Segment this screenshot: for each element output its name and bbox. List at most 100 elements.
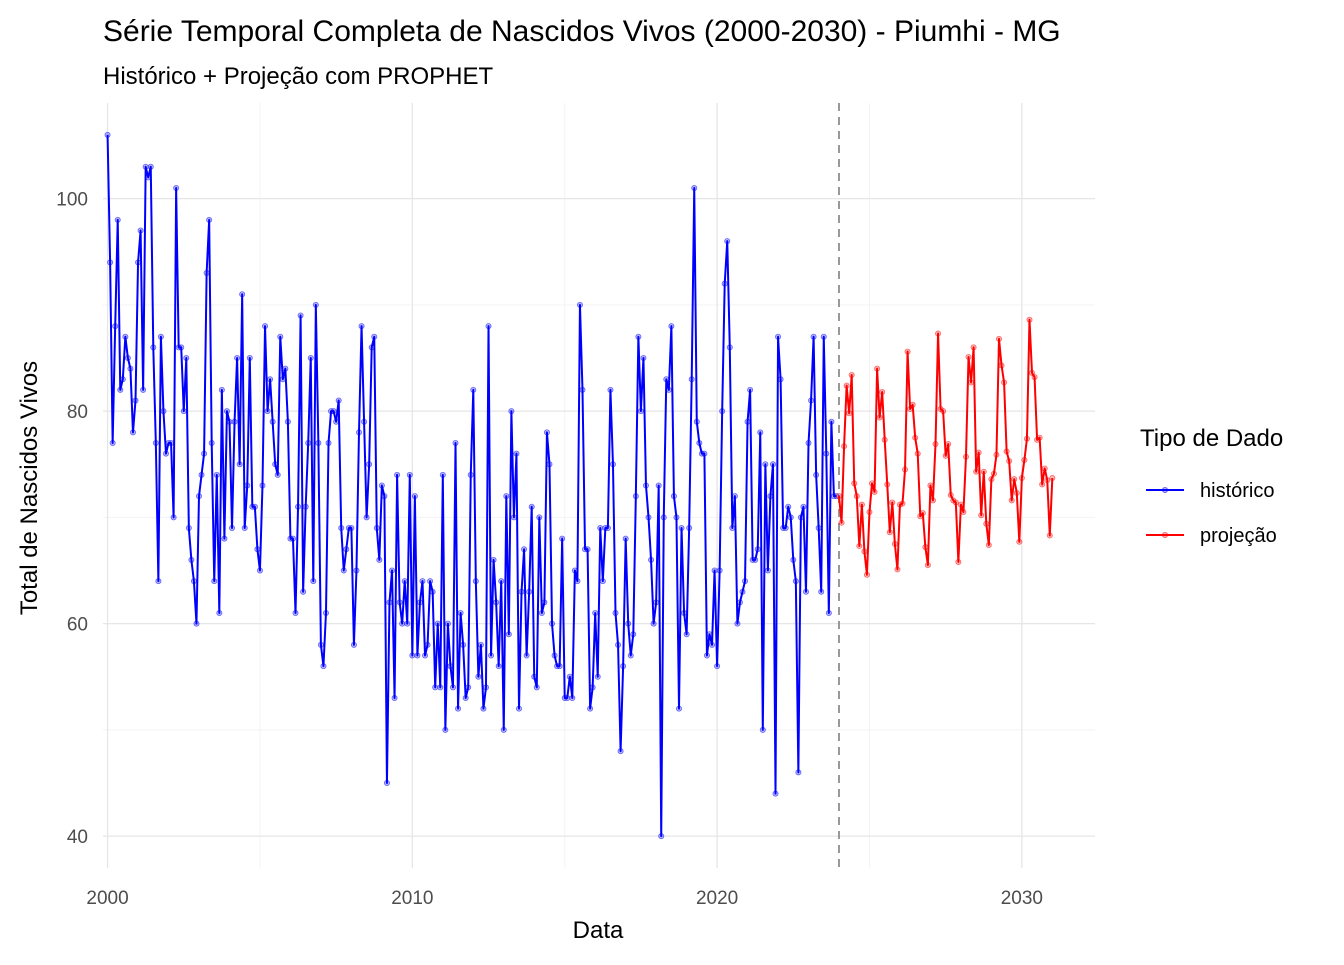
data-point bbox=[117, 386, 124, 393]
data-point bbox=[168, 439, 175, 446]
data-point bbox=[477, 641, 484, 648]
data-point bbox=[622, 535, 629, 542]
data-point bbox=[343, 546, 350, 553]
data-point bbox=[559, 535, 566, 542]
data-point bbox=[300, 588, 307, 595]
data-point bbox=[879, 388, 886, 395]
data-point bbox=[213, 471, 220, 478]
data-point bbox=[312, 301, 319, 308]
data-point bbox=[1023, 435, 1030, 442]
data-point bbox=[927, 482, 934, 489]
data-point bbox=[825, 610, 832, 617]
data-point bbox=[330, 408, 337, 415]
data-point bbox=[1016, 538, 1023, 545]
data-point bbox=[297, 312, 304, 319]
data-point bbox=[460, 641, 467, 648]
data-point bbox=[157, 333, 164, 340]
data-point bbox=[470, 386, 477, 393]
data-point bbox=[693, 418, 700, 425]
data-point bbox=[620, 663, 627, 670]
data-point bbox=[1044, 477, 1051, 484]
data-point bbox=[678, 525, 685, 532]
data-point bbox=[218, 386, 225, 393]
data-point bbox=[640, 354, 647, 361]
data-point bbox=[1011, 476, 1018, 483]
data-point bbox=[282, 365, 289, 372]
data-point bbox=[907, 405, 914, 412]
data-point bbox=[427, 578, 434, 585]
data-point bbox=[289, 535, 296, 542]
data-point bbox=[673, 514, 680, 521]
data-point bbox=[729, 525, 736, 532]
x-tick-label: 2020 bbox=[696, 888, 738, 909]
y-tick-label: 40 bbox=[67, 827, 88, 848]
data-point bbox=[526, 588, 533, 595]
data-point bbox=[747, 386, 754, 393]
data-point bbox=[307, 354, 314, 361]
data-point bbox=[254, 546, 261, 553]
data-point bbox=[891, 540, 898, 547]
data-point bbox=[739, 588, 746, 595]
data-point bbox=[876, 414, 883, 421]
data-point bbox=[500, 726, 507, 733]
data-point bbox=[983, 520, 990, 527]
legend-entries: histórico projeção bbox=[1146, 480, 1277, 547]
data-point bbox=[262, 323, 269, 330]
series-projecao bbox=[836, 316, 1056, 578]
data-point bbox=[201, 450, 208, 457]
chart-subtitle: Histórico + Projeção com PROPHET bbox=[103, 63, 493, 90]
data-point bbox=[434, 620, 441, 627]
data-point bbox=[922, 544, 929, 551]
data-point bbox=[769, 461, 776, 468]
data-point bbox=[124, 354, 131, 361]
data-point bbox=[627, 652, 634, 659]
data-point bbox=[648, 556, 655, 563]
data-point bbox=[670, 493, 677, 500]
data-point bbox=[843, 382, 850, 389]
data-point bbox=[607, 386, 614, 393]
data-point bbox=[429, 588, 436, 595]
data-point bbox=[902, 466, 909, 473]
data-point bbox=[284, 418, 291, 425]
data-point bbox=[584, 546, 591, 553]
data-point bbox=[836, 493, 843, 500]
data-point bbox=[371, 333, 378, 340]
data-point bbox=[1029, 369, 1036, 376]
data-point bbox=[135, 259, 142, 266]
data-point bbox=[604, 525, 611, 532]
data-point bbox=[569, 695, 576, 702]
data-point bbox=[480, 705, 487, 712]
data-point bbox=[810, 333, 817, 340]
data-point bbox=[259, 482, 266, 489]
data-point bbox=[206, 216, 213, 223]
data-point bbox=[274, 471, 281, 478]
data-point bbox=[437, 684, 444, 691]
data-point bbox=[802, 588, 809, 595]
data-point bbox=[861, 548, 868, 555]
data-point bbox=[955, 559, 962, 566]
data-point bbox=[752, 556, 759, 563]
data-point bbox=[777, 376, 784, 383]
data-point bbox=[1001, 379, 1008, 386]
data-point bbox=[587, 705, 594, 712]
data-point bbox=[302, 503, 309, 510]
data-point bbox=[599, 578, 606, 585]
data-point bbox=[609, 461, 616, 468]
data-point bbox=[173, 184, 180, 191]
data-point bbox=[686, 525, 693, 532]
data-point bbox=[993, 451, 1000, 458]
data-point bbox=[338, 525, 345, 532]
data-point bbox=[383, 780, 390, 787]
legend-title: Tipo de Dado bbox=[1140, 425, 1283, 452]
data-point bbox=[589, 684, 596, 691]
data-point bbox=[340, 567, 347, 574]
data-point bbox=[841, 443, 848, 450]
data-point bbox=[315, 439, 322, 446]
data-point bbox=[762, 461, 769, 468]
data-point bbox=[1036, 434, 1043, 441]
data-point bbox=[310, 578, 317, 585]
data-point bbox=[576, 301, 583, 308]
data-point bbox=[574, 578, 581, 585]
data-point bbox=[1013, 489, 1020, 496]
data-point bbox=[851, 480, 858, 487]
